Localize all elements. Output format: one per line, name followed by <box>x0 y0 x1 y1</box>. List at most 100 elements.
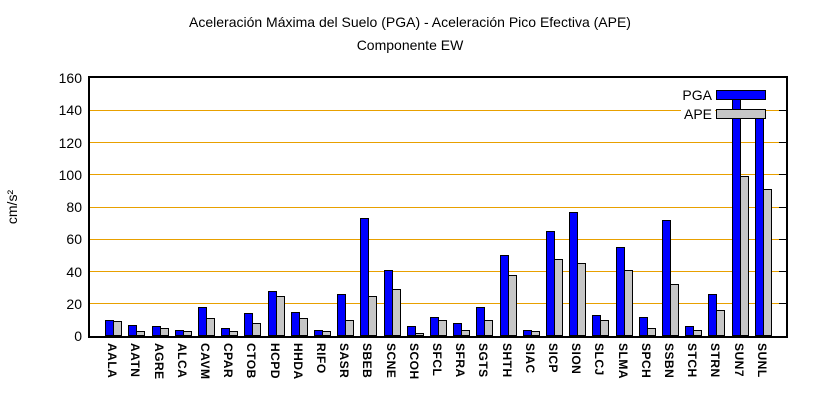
y-tick-label-100: 100 <box>58 166 82 183</box>
legend-row-ape: APE <box>570 104 766 123</box>
x-tick-text: HHDA <box>290 343 305 380</box>
chart-title: Aceleración Máxima del Suelo (PGA) - Ace… <box>189 14 631 30</box>
y-tick-label-120: 120 <box>58 134 82 151</box>
y-tick-label-160: 160 <box>58 70 82 86</box>
gridline-y-60 <box>90 238 786 240</box>
bar-ape-RIFO <box>322 331 331 336</box>
y-tick-label-0: 0 <box>74 328 82 344</box>
bar-ape-SICP <box>554 259 563 336</box>
x-tick-text: SIAC <box>522 343 537 374</box>
x-tick-text: ALCA <box>174 343 189 379</box>
y-tick-label-60: 60 <box>66 231 82 248</box>
gridline-y-80 <box>90 206 786 208</box>
x-tick-text: SUNL <box>754 343 769 378</box>
bar-pga-SPCH <box>638 317 648 336</box>
x-tick-text: AALA <box>105 343 120 379</box>
chart-subtitle: Componente EW <box>356 37 464 53</box>
bar-ape-AGRE <box>159 328 169 336</box>
y-tick-label-40: 40 <box>66 263 82 280</box>
x-tick-text: SHTH <box>499 343 514 378</box>
plot-area <box>88 76 788 338</box>
right-tick-y-120 <box>779 142 786 143</box>
bar-ape-SFCL <box>438 320 447 336</box>
x-tick-text: SASR <box>337 343 352 379</box>
bar-ape-SGTS <box>484 320 494 336</box>
bar-ape-CAVM <box>206 318 215 336</box>
bar-ape-SION <box>577 263 587 336</box>
y-axis-label: cm/s² <box>4 189 20 225</box>
bar-ape-AATN <box>136 331 146 336</box>
y-tick-label-80: 80 <box>66 199 82 215</box>
bar-pga-AATN <box>128 325 138 336</box>
legend-label-ape: APE <box>680 105 715 122</box>
bar-pga-SASR <box>337 294 347 336</box>
x-tick-text: HCPD <box>267 343 282 380</box>
x-tick-text: SFCL <box>430 343 444 377</box>
right-tick-y-20 <box>779 303 786 305</box>
bar-ape-ALCA <box>182 331 192 336</box>
bar-ape-STRN <box>716 310 726 336</box>
x-tick-text: SCNE <box>383 343 398 379</box>
x-tick-text: SICP <box>546 343 560 374</box>
gridline-y-140 <box>90 109 786 111</box>
bar-ape-SFRA <box>461 330 471 336</box>
bar-ape-SSBN <box>670 284 679 336</box>
bar-pga-SCOH <box>406 326 416 336</box>
right-tick-y-60 <box>779 238 786 240</box>
bar-ape-SBEB <box>368 296 378 336</box>
bar-ape-SIAC <box>530 331 540 336</box>
right-tick-y-100 <box>779 174 786 176</box>
right-tick-y-80 <box>779 206 786 208</box>
x-tick-text: SUN7 <box>731 343 746 378</box>
x-tick-text: STRN <box>708 343 723 378</box>
bar-ape-SUNL <box>762 189 772 336</box>
bar-ape-CPAR <box>229 331 239 336</box>
bar-pga-SBEB <box>360 218 370 336</box>
legend-swatch-ape <box>716 108 766 119</box>
bar-ape-HHDA <box>298 318 308 336</box>
bar-ape-SLMA <box>623 270 633 336</box>
x-tick-text: STCH <box>685 343 700 378</box>
x-tick-text: SION <box>569 343 584 375</box>
x-tick-text: SBEB <box>360 343 375 379</box>
legend-swatch-pga <box>716 89 766 100</box>
bar-ape-SUN7 <box>739 176 749 336</box>
bar-ape-SPCH <box>646 328 656 336</box>
y-tick-label-20: 20 <box>66 295 82 312</box>
bar-pga-SSBN <box>662 220 671 336</box>
x-tick-text: SCOH <box>406 343 421 380</box>
bar-ape-AALA <box>113 321 123 336</box>
right-tick-y-140 <box>779 109 786 111</box>
x-tick-text: CPAR <box>221 343 236 379</box>
x-tick-text: AATN <box>128 343 143 378</box>
bar-ape-SASR <box>345 320 355 336</box>
bar-ape-STCH <box>693 330 703 336</box>
x-tick-text: SLMA <box>615 343 630 379</box>
bar-ape-SHTH <box>507 275 517 336</box>
bar-pga-SFRA <box>453 323 463 336</box>
bar-ape-SCNE <box>391 289 401 336</box>
y-tick-label-140: 140 <box>58 102 82 119</box>
legend-label-pga: PGA <box>679 86 715 103</box>
legend: PGA APE <box>570 85 766 123</box>
x-tick-text: SSBN <box>662 343 676 379</box>
x-tick-text: CTOB <box>244 343 259 379</box>
bar-ape-HCPD <box>275 296 285 336</box>
gridline-y-20 <box>90 303 786 305</box>
x-tick-text: RIFO <box>314 343 328 374</box>
x-tick-text: CAVM <box>198 343 212 380</box>
bar-ape-SLCJ <box>600 320 610 336</box>
right-tick-y-40 <box>779 271 786 272</box>
x-tick-text: SFRA <box>453 343 468 378</box>
gridline-y-40 <box>90 271 786 272</box>
bar-ape-CTOB <box>252 323 262 336</box>
x-tick-text: SGTS <box>476 343 491 378</box>
bar-ape-SCOH <box>414 333 424 336</box>
x-tick-text: AGRE <box>151 343 166 380</box>
x-tick-text: SLCJ <box>592 343 607 376</box>
x-tick-text: SPCH <box>638 343 653 379</box>
gridline-y-100 <box>90 174 786 176</box>
gridline-y-120 <box>90 142 786 143</box>
legend-row-pga: PGA <box>570 85 766 104</box>
